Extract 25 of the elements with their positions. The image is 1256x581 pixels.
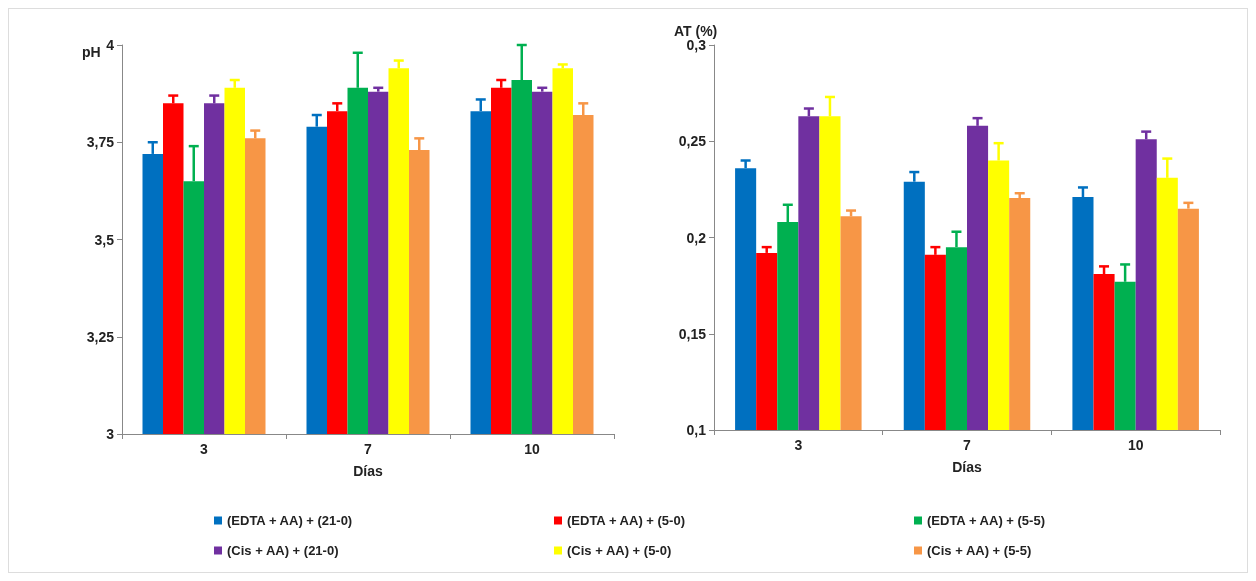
y-tick-label: 0,15 — [678, 325, 707, 342]
y-tick-label: 0,2 — [686, 229, 707, 246]
y-tick-label: 3,25 — [86, 328, 115, 345]
x-axis-title: Días — [353, 463, 383, 479]
y-tick-label: 3,5 — [94, 231, 115, 248]
y-tick-label: 4 — [106, 37, 115, 53]
x-tick-label: 7 — [963, 437, 972, 453]
legend-label: (Cis + AA) + (21-0) — [227, 543, 339, 558]
y-tick-label: 3 — [106, 426, 115, 442]
legend-label: (Cis + AA) + (5-5) — [927, 543, 1032, 558]
x-tick-label: 10 — [524, 441, 540, 457]
x-tick-label: 10 — [1127, 437, 1144, 453]
x-tick-label: 3 — [794, 437, 803, 453]
y-tick-label: 0,25 — [678, 133, 707, 150]
x-tick-label: 3 — [200, 441, 209, 457]
y-axis-title: AT (%) — [674, 23, 718, 40]
y-tick-label: 0,1 — [686, 422, 707, 438]
legend-label: (EDTA + AA) + (5-5) — [927, 513, 1045, 528]
y-tick-label: 3,75 — [86, 134, 115, 151]
legend-label: (EDTA + AA) + (5-0) — [567, 513, 685, 528]
x-tick-label: 7 — [364, 441, 373, 457]
x-axis-title: Días — [952, 459, 982, 475]
legend-label: (EDTA + AA) + (21-0) — [227, 513, 353, 528]
legend-label: (Cis + AA) + (5-0) — [567, 543, 672, 558]
y-axis-title: pH — [82, 44, 101, 60]
